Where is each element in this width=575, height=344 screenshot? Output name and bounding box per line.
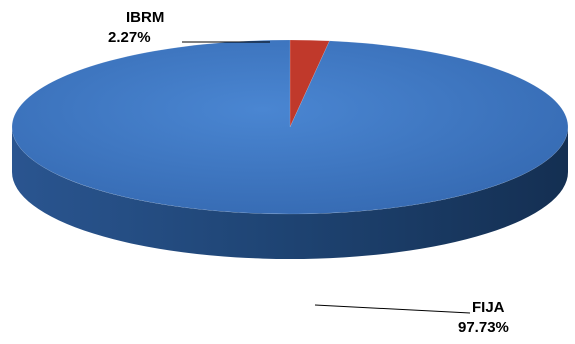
pie-side-wall [12,127,568,259]
slice-label-ibrm: IBRM [126,9,164,26]
slice-value-label-fija: 97.73% [458,319,509,336]
slice-label-fija: FIJA [472,299,505,316]
leader-line-fija [314,304,471,314]
pie-slice-fija [11,39,569,215]
pie-slice-ibrm [289,39,330,128]
slice-value-label-ibrm: 2.27% [108,29,151,46]
